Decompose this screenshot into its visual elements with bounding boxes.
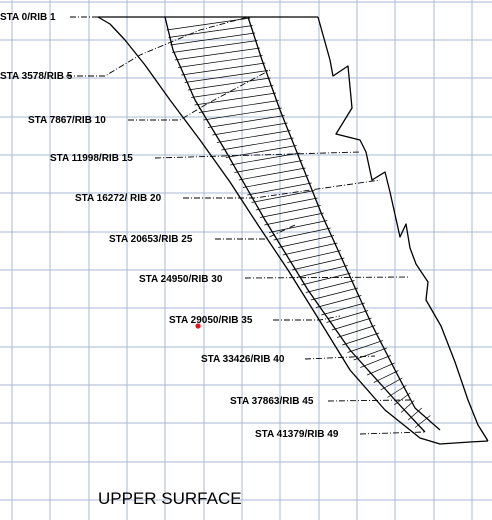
rib-hatch-line bbox=[278, 235, 335, 248]
diagram-title: UPPER SURFACE bbox=[98, 489, 242, 508]
leader-line-5 bbox=[183, 179, 381, 199]
rib-hatch-line bbox=[315, 295, 362, 308]
leader-line-6 bbox=[215, 224, 296, 240]
rib-hatch-line bbox=[174, 47, 261, 61]
rib-hatch-line bbox=[221, 137, 294, 151]
rib-hatch-line bbox=[178, 55, 263, 68]
station-label-rib-30: STA 24950/RIB 30 bbox=[139, 274, 223, 285]
station-label-rib-49: STA 41379/RIB 49 bbox=[255, 429, 339, 440]
leader-line-7 bbox=[244, 276, 411, 279]
station-label-rib-20: STA 16272/ RIB 20 bbox=[75, 193, 162, 204]
leader-line-4 bbox=[154, 151, 361, 159]
rib-hatch-line bbox=[212, 122, 288, 136]
station-label-rib-1: STA 0/RIB 1 bbox=[0, 12, 56, 23]
rib-hatch-line bbox=[216, 130, 291, 143]
front-spar-line bbox=[164, 16, 426, 433]
rib-hatch-line bbox=[194, 92, 277, 106]
rib-hatch-line bbox=[331, 317, 372, 331]
rib-hatch-line bbox=[168, 25, 253, 38]
leader-line-3 bbox=[128, 69, 271, 121]
rib-hatch-line bbox=[342, 332, 380, 346]
red-marker-dot bbox=[195, 323, 201, 329]
rib-hatch-line bbox=[198, 100, 279, 113]
rib-hatch-line bbox=[203, 107, 282, 121]
rib-hatch-line bbox=[287, 250, 341, 263]
rib-hatch-line bbox=[360, 355, 391, 368]
rib-hatch-line bbox=[296, 265, 348, 278]
rear-spar-line bbox=[247, 16, 441, 431]
rib-hatch-line bbox=[255, 197, 318, 211]
rib-hatch-line bbox=[230, 152, 300, 166]
rib-hatching bbox=[166, 17, 431, 428]
rib-hatch-line bbox=[247, 182, 312, 196]
station-leader-lines bbox=[66, 16, 426, 435]
rib-hatch-line bbox=[187, 77, 271, 91]
rib-hatch-line bbox=[336, 325, 376, 338]
station-label-rib-40: STA 33426/RIB 40 bbox=[201, 354, 285, 365]
rib-hatch-line bbox=[234, 160, 303, 173]
rib-hatch-line bbox=[166, 17, 251, 31]
rib-hatch-line bbox=[414, 415, 431, 428]
rib-hatch-line bbox=[310, 287, 358, 301]
rib-hatch-line bbox=[366, 362, 395, 376]
station-label-rib-35: STA 29050/RIB 35 bbox=[169, 315, 253, 326]
rib-hatch-line bbox=[282, 242, 338, 256]
leading-edge-line bbox=[97, 16, 489, 445]
rib-hatch-line bbox=[347, 340, 384, 353]
station-label-rib-45: STA 37863/RIB 45 bbox=[230, 396, 314, 407]
station-label-rib-5: STA 3578/RIB 5 bbox=[0, 71, 73, 82]
rib-hatch-line bbox=[301, 272, 352, 286]
station-label-rib-10: STA 7867/RIB 10 bbox=[28, 115, 106, 126]
rib-hatch-line bbox=[321, 302, 365, 316]
rib-hatch-line bbox=[268, 220, 328, 233]
wing-outline bbox=[97, 16, 489, 445]
leader-line-10 bbox=[327, 399, 411, 402]
rib-hatch-line bbox=[238, 167, 306, 181]
rib-hatch-line bbox=[407, 407, 423, 421]
rib-hatch-line bbox=[260, 205, 321, 218]
rib-hatch-line bbox=[251, 190, 315, 203]
leader-line-8 bbox=[273, 315, 341, 321]
rib-hatch-line bbox=[172, 40, 258, 53]
rib-hatch-line bbox=[242, 175, 309, 188]
station-label-rib-25: STA 20653/RIB 25 bbox=[109, 234, 193, 245]
rib-hatch-line bbox=[207, 115, 285, 128]
rib-hatch-line bbox=[191, 85, 274, 98]
rib-hatch-line bbox=[291, 257, 345, 271]
rib-hatch-line bbox=[273, 227, 331, 241]
rib-hatch-line bbox=[305, 280, 355, 293]
rib-hatch-line bbox=[170, 32, 256, 46]
rib-hatch-line bbox=[326, 310, 369, 323]
rib-hatch-line bbox=[184, 70, 268, 83]
leader-line-9 bbox=[304, 355, 376, 360]
station-label-rib-15: STA 11998/RIB 15 bbox=[50, 153, 133, 164]
trailing-edge-line bbox=[317, 16, 489, 442]
rib-hatch-line bbox=[264, 212, 324, 226]
leader-line-2 bbox=[66, 16, 249, 77]
rib-hatch-line bbox=[181, 62, 266, 76]
rib-hatch-line bbox=[353, 347, 387, 361]
